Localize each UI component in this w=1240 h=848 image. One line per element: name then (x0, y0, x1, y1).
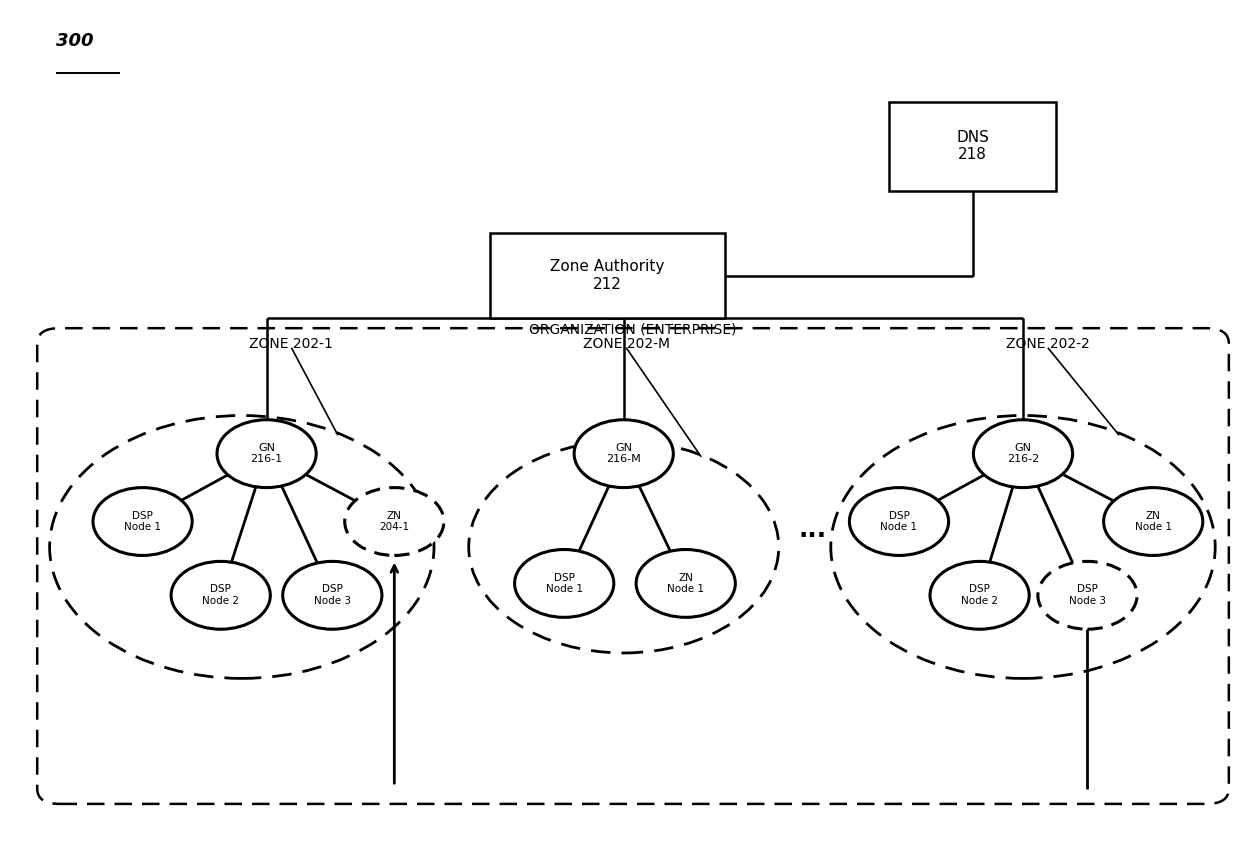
Text: DSP
Node 2: DSP Node 2 (202, 584, 239, 606)
Circle shape (50, 416, 434, 678)
Circle shape (831, 416, 1215, 678)
Circle shape (1038, 561, 1137, 629)
Text: ZONE 202-M: ZONE 202-M (583, 338, 670, 351)
Text: DSP
Node 1: DSP Node 1 (546, 572, 583, 594)
Text: GN
216-1: GN 216-1 (250, 443, 283, 465)
Text: GN
216-M: GN 216-M (606, 443, 641, 465)
Circle shape (930, 561, 1029, 629)
Circle shape (171, 561, 270, 629)
Text: DNS
218: DNS 218 (956, 130, 990, 163)
Circle shape (515, 550, 614, 617)
Circle shape (636, 550, 735, 617)
Text: ZN
Node 1: ZN Node 1 (1135, 510, 1172, 533)
Text: DSP
Node 3: DSP Node 3 (1069, 584, 1106, 606)
Text: Zone Authority
212: Zone Authority 212 (551, 259, 665, 292)
Text: DSP
Node 3: DSP Node 3 (314, 584, 351, 606)
Text: ZONE 202-2: ZONE 202-2 (1006, 338, 1090, 351)
Text: DSP
Node 1: DSP Node 1 (880, 510, 918, 533)
Text: DSP
Node 2: DSP Node 2 (961, 584, 998, 606)
Text: ZONE 202-1: ZONE 202-1 (249, 338, 334, 351)
Text: ZN
204-1: ZN 204-1 (379, 510, 409, 533)
Circle shape (849, 488, 949, 555)
Circle shape (469, 441, 779, 653)
Circle shape (345, 488, 444, 555)
Text: ZN
Node 1: ZN Node 1 (667, 572, 704, 594)
Text: ...: ... (799, 518, 826, 542)
FancyBboxPatch shape (889, 102, 1056, 191)
Circle shape (973, 420, 1073, 488)
Text: GN
216-2: GN 216-2 (1007, 443, 1039, 465)
Circle shape (574, 420, 673, 488)
Circle shape (217, 420, 316, 488)
FancyBboxPatch shape (490, 233, 725, 318)
Circle shape (283, 561, 382, 629)
FancyBboxPatch shape (37, 328, 1229, 804)
Circle shape (93, 488, 192, 555)
Text: ORGANIZATION (ENTERPRISE): ORGANIZATION (ENTERPRISE) (529, 323, 737, 337)
Text: 300: 300 (56, 32, 93, 50)
Circle shape (1104, 488, 1203, 555)
Text: DSP
Node 1: DSP Node 1 (124, 510, 161, 533)
